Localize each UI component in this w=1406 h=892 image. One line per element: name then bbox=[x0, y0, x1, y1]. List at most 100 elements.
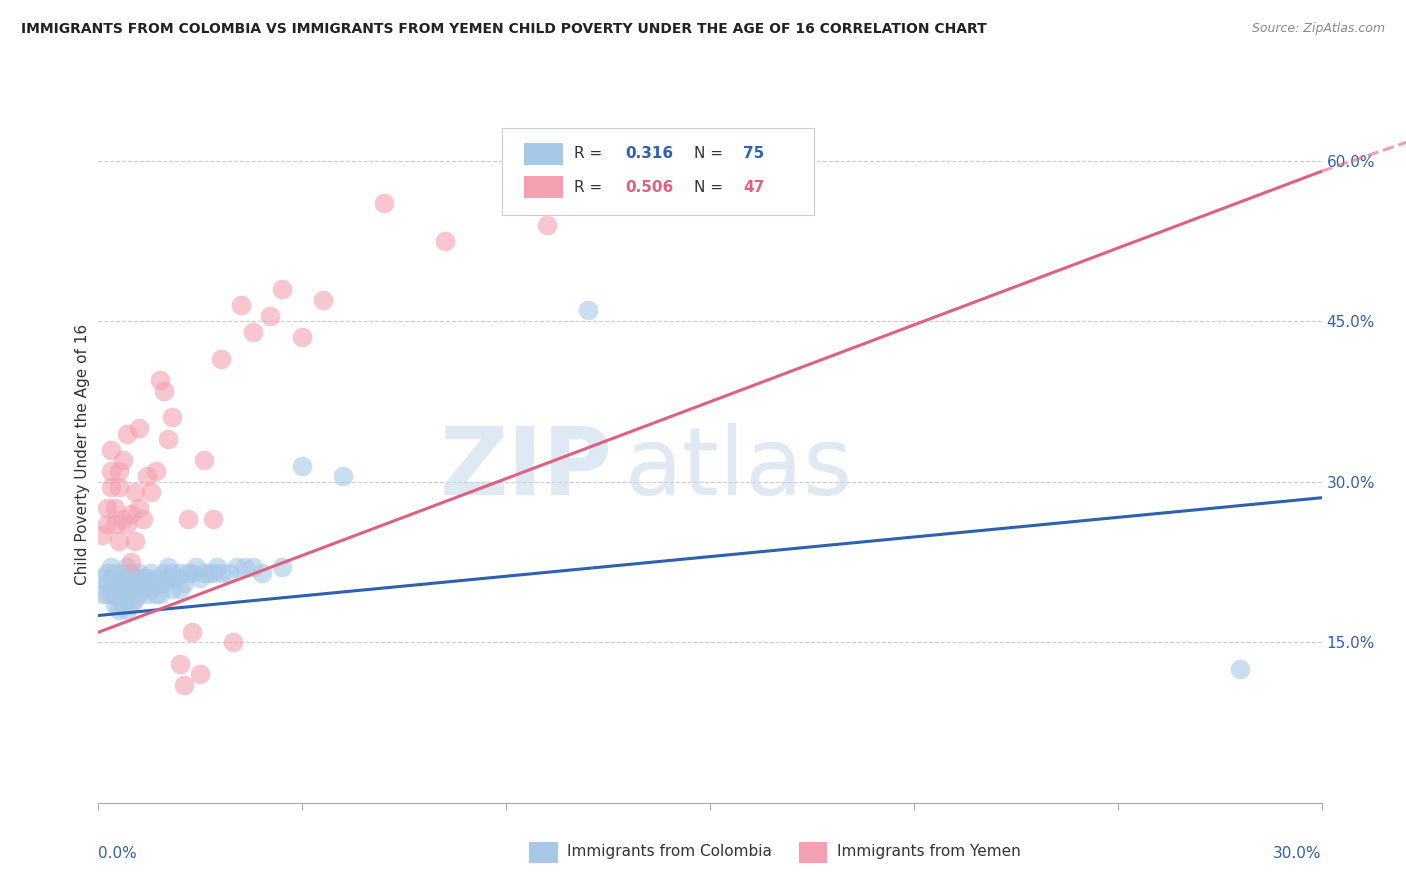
Point bbox=[108, 582, 131, 596]
Point bbox=[96, 501, 118, 516]
Point bbox=[188, 667, 212, 681]
Point bbox=[141, 582, 163, 596]
Point bbox=[100, 582, 122, 596]
Point bbox=[156, 432, 179, 446]
Point bbox=[188, 571, 212, 585]
Point bbox=[100, 571, 122, 585]
Point bbox=[536, 218, 558, 232]
Point bbox=[100, 560, 122, 574]
Point bbox=[120, 507, 142, 521]
Point bbox=[218, 566, 240, 580]
Point bbox=[124, 582, 146, 596]
Point bbox=[145, 464, 167, 478]
Point bbox=[222, 635, 245, 649]
Point bbox=[108, 592, 131, 607]
Point bbox=[115, 603, 138, 617]
Text: 75: 75 bbox=[742, 146, 765, 161]
Point bbox=[145, 571, 167, 585]
Point bbox=[177, 512, 200, 526]
Point bbox=[242, 560, 264, 574]
Point bbox=[115, 426, 138, 441]
Point bbox=[201, 566, 224, 580]
Point bbox=[136, 469, 159, 483]
Point bbox=[181, 566, 204, 580]
Point bbox=[124, 533, 146, 548]
Point bbox=[270, 560, 294, 574]
Text: R =: R = bbox=[574, 179, 607, 194]
Point bbox=[250, 566, 273, 580]
Point bbox=[145, 587, 167, 601]
Point bbox=[132, 512, 155, 526]
Point bbox=[186, 560, 208, 574]
Point bbox=[111, 587, 134, 601]
Point bbox=[149, 373, 172, 387]
Point bbox=[108, 533, 131, 548]
Point bbox=[96, 587, 118, 601]
Point bbox=[270, 282, 294, 296]
Point bbox=[291, 330, 314, 344]
Text: 47: 47 bbox=[742, 179, 765, 194]
Point bbox=[141, 566, 163, 580]
Point bbox=[120, 598, 142, 612]
Point bbox=[96, 576, 118, 591]
Text: Immigrants from Colombia: Immigrants from Colombia bbox=[568, 845, 772, 859]
Point bbox=[132, 582, 155, 596]
Text: N =: N = bbox=[695, 179, 728, 194]
Point bbox=[173, 576, 195, 591]
Point bbox=[128, 576, 150, 591]
Point bbox=[111, 453, 134, 467]
Point bbox=[115, 571, 138, 585]
Point bbox=[201, 512, 224, 526]
Text: Source: ZipAtlas.com: Source: ZipAtlas.com bbox=[1251, 22, 1385, 36]
Point bbox=[169, 582, 191, 596]
Point bbox=[209, 351, 232, 366]
Point bbox=[373, 196, 395, 211]
Point bbox=[231, 298, 253, 312]
Point bbox=[100, 442, 122, 457]
Text: 0.316: 0.316 bbox=[626, 146, 673, 161]
Point bbox=[96, 517, 118, 532]
Point bbox=[169, 657, 191, 671]
Point bbox=[104, 587, 127, 601]
Point bbox=[115, 517, 138, 532]
Text: N =: N = bbox=[695, 146, 728, 161]
Point bbox=[124, 571, 146, 585]
Point bbox=[242, 325, 264, 339]
Point bbox=[177, 566, 200, 580]
Point bbox=[104, 566, 127, 580]
Point bbox=[173, 678, 195, 692]
Point bbox=[156, 560, 179, 574]
FancyBboxPatch shape bbox=[502, 128, 814, 215]
Point bbox=[197, 566, 219, 580]
Point bbox=[128, 421, 150, 435]
Text: R =: R = bbox=[574, 146, 607, 161]
Point bbox=[149, 576, 172, 591]
Point bbox=[152, 384, 174, 398]
Point bbox=[434, 234, 457, 248]
Point bbox=[111, 576, 134, 591]
Point bbox=[259, 309, 281, 323]
Point bbox=[152, 576, 174, 591]
Point bbox=[100, 587, 122, 601]
Point bbox=[91, 587, 114, 601]
Point bbox=[108, 464, 131, 478]
Point bbox=[193, 566, 215, 580]
Point bbox=[115, 560, 138, 574]
Point bbox=[181, 624, 204, 639]
Point bbox=[128, 587, 150, 601]
Y-axis label: Child Poverty Under the Age of 16: Child Poverty Under the Age of 16 bbox=[75, 325, 90, 585]
Point bbox=[120, 576, 142, 591]
Point bbox=[160, 566, 183, 580]
Text: 0.0%: 0.0% bbox=[98, 846, 138, 861]
FancyBboxPatch shape bbox=[524, 176, 564, 198]
Point bbox=[205, 560, 228, 574]
Point bbox=[108, 603, 131, 617]
Point bbox=[136, 587, 159, 601]
Point bbox=[233, 560, 256, 574]
Point bbox=[156, 571, 179, 585]
Point bbox=[104, 598, 127, 612]
Point bbox=[115, 592, 138, 607]
Point bbox=[124, 485, 146, 500]
Point bbox=[108, 480, 131, 494]
Point bbox=[120, 555, 142, 569]
